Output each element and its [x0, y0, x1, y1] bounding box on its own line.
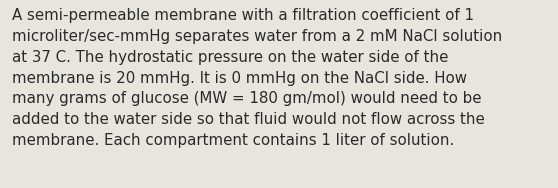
Text: A semi-permeable membrane with a filtration coefficient of 1
microliter/sec-mmHg: A semi-permeable membrane with a filtrat… [12, 8, 503, 148]
